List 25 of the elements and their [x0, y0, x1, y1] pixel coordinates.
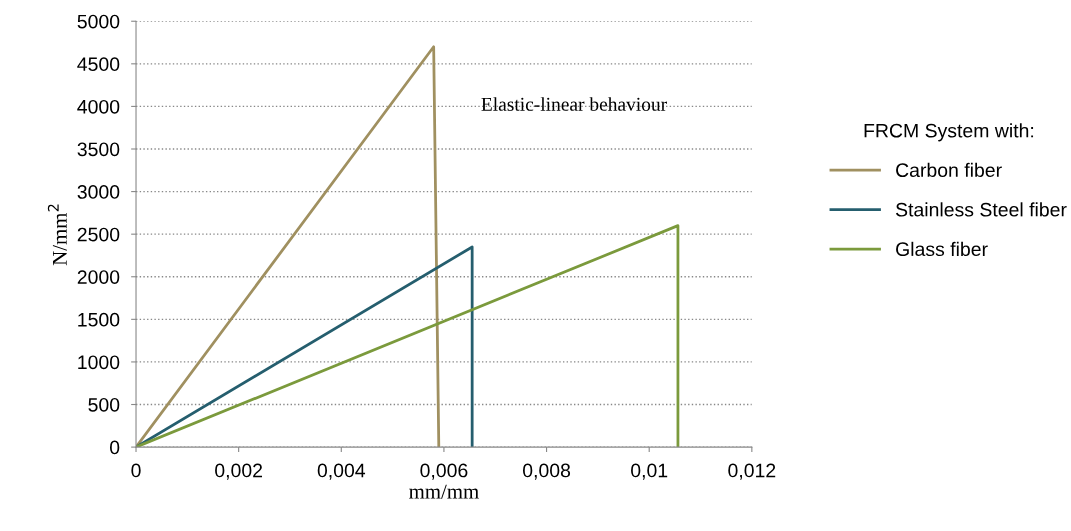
x-tick-label: 0,002 [215, 463, 263, 480]
legend-label: Stainless Steel fiber [895, 202, 1067, 217]
y-tick-label: 2500 [77, 227, 120, 242]
y-tick-label: 1000 [78, 355, 120, 370]
x-tick-label: 0 [131, 463, 141, 478]
x-tick-label: 0,004 [317, 463, 366, 480]
legend-label: Glass fiber [896, 241, 988, 257]
y-tick-label: 3000 [77, 185, 120, 199]
y-tick-label: 500 [88, 397, 120, 412]
y-tick-label: 4000 [77, 99, 120, 114]
y-tick-label: 4500 [77, 57, 120, 72]
y-axis-title: N/mm$^{2}$ [47, 204, 67, 266]
y-tick-label: 5000 [77, 14, 120, 29]
legend-title: FRCM System with: [864, 123, 1034, 142]
x-tick-label: 0,008 [523, 463, 571, 480]
y-tick-label: 3500 [77, 142, 120, 157]
y-tick-label: 2000 [77, 270, 120, 284]
y-tick-label: 0 [109, 440, 120, 455]
annotation: Elastic-linear behaviour [481, 97, 667, 111]
x-axis-title: mm/mm [409, 484, 479, 499]
y-tick-label: 1500 [78, 312, 120, 327]
legend-label: Carbon fiber [896, 162, 1002, 178]
x-tick-label: 0,012 [728, 463, 776, 480]
x-tick-label: 0,006 [420, 463, 468, 480]
x-tick-label: 0,01 [631, 463, 668, 480]
